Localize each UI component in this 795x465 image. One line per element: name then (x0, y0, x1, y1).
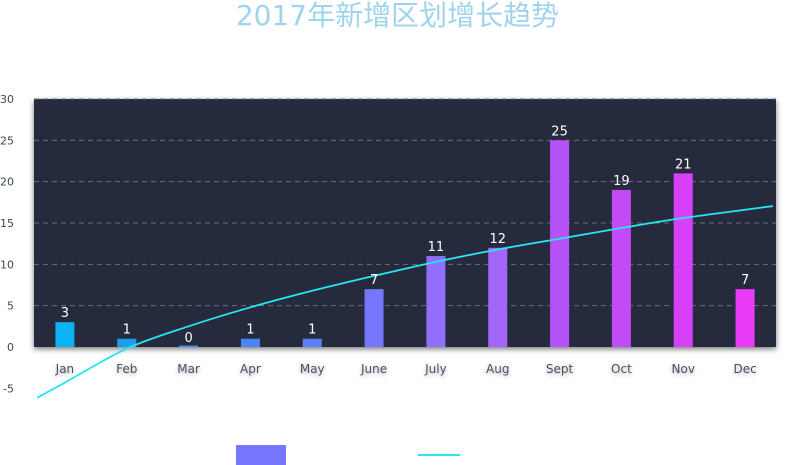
bar-value-label: 12 (489, 232, 506, 247)
x-tick-label: Apr (240, 362, 261, 376)
x-tick-label: Oct (611, 362, 632, 376)
bar-value-label: 25 (551, 124, 568, 139)
bar-value-label: 19 (613, 174, 630, 189)
legend-bar-swatch[interactable] (236, 445, 286, 465)
y-tick-label: 20 (0, 176, 14, 189)
y-tick-label: 10 (0, 258, 14, 271)
bar-value-label: 3 (61, 306, 69, 321)
x-tick-label: May (300, 362, 325, 376)
bar-value-label: 1 (308, 323, 316, 338)
bar[interactable] (364, 289, 384, 347)
bar[interactable] (240, 338, 260, 347)
x-tick-label: Mar (177, 362, 200, 376)
y-tick-label: 15 (0, 217, 14, 230)
x-tick-label: Dec (733, 362, 756, 376)
x-tick-label: Sept (546, 362, 574, 376)
bar-value-label: 7 (741, 273, 749, 288)
chart-title: 2017年新增区划增长趋势 (235, 0, 560, 32)
x-tick-label: Jan (55, 362, 75, 376)
bar[interactable] (673, 173, 693, 347)
bar[interactable] (55, 322, 75, 347)
x-tick-label: Feb (116, 362, 137, 376)
bar-value-label: 21 (675, 157, 692, 172)
y-tick-label: 5 (7, 300, 14, 313)
bar[interactable] (550, 140, 570, 347)
bar[interactable] (179, 345, 199, 348)
x-tick-label: Aug (486, 362, 509, 376)
bar-value-label: 0 (184, 331, 192, 346)
bar[interactable] (117, 338, 137, 347)
x-tick-label: July (424, 362, 447, 376)
y-tick-label: -5 (3, 382, 14, 395)
bar[interactable] (302, 338, 322, 347)
bar-value-label: 1 (246, 323, 254, 338)
bar[interactable] (488, 247, 508, 347)
trend-line[interactable] (36, 205, 774, 399)
x-tick-label: Nov (672, 362, 695, 376)
bar[interactable] (611, 189, 631, 347)
bar-value-label: 7 (370, 273, 378, 288)
y-tick-label: 30 (0, 93, 14, 106)
bar[interactable] (426, 256, 446, 347)
x-tick-label: June (360, 362, 387, 376)
bar[interactable] (735, 289, 755, 347)
y-tick-label: 25 (0, 134, 14, 147)
bar-value-label: 11 (428, 240, 445, 255)
y-tick-label: 0 (7, 341, 14, 354)
bar-value-label: 1 (123, 323, 131, 338)
